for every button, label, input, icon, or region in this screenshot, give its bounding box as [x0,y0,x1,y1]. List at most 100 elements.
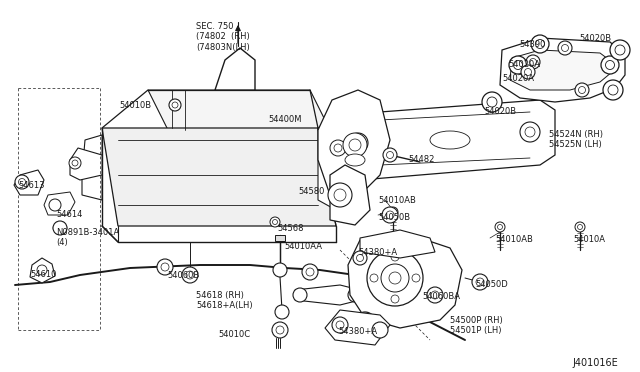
Circle shape [509,56,527,74]
Circle shape [272,322,288,338]
Polygon shape [14,170,44,195]
Circle shape [367,250,423,306]
Polygon shape [82,135,102,200]
Text: SEC. 750
(74802  (RH)
(74803N(LH): SEC. 750 (74802 (RH) (74803N(LH) [196,22,250,52]
Bar [275,235,285,241]
Polygon shape [70,148,102,180]
Circle shape [615,45,625,55]
Circle shape [495,222,505,232]
Circle shape [330,177,346,193]
Polygon shape [215,48,255,90]
Text: 54568: 54568 [277,224,303,233]
Circle shape [561,45,568,51]
Circle shape [391,295,399,303]
Ellipse shape [345,154,365,166]
Circle shape [601,56,619,74]
Circle shape [472,274,488,290]
Text: 54010AB: 54010AB [378,196,416,205]
Circle shape [427,287,443,303]
Polygon shape [348,238,462,328]
Circle shape [69,157,81,169]
Circle shape [353,251,367,265]
Circle shape [343,133,367,157]
Circle shape [334,189,346,201]
Circle shape [360,317,370,327]
Circle shape [525,127,535,137]
Text: 54050B: 54050B [378,213,410,222]
Text: 54614: 54614 [56,210,83,219]
Circle shape [482,92,502,112]
Polygon shape [330,165,370,225]
Circle shape [603,80,623,100]
Circle shape [270,217,280,227]
Text: 54613: 54613 [18,181,45,190]
Text: 54050D: 54050D [475,280,508,289]
Polygon shape [340,100,555,180]
Circle shape [169,99,181,111]
Text: 54060B: 54060B [167,271,199,280]
Circle shape [575,83,589,97]
Circle shape [513,61,522,70]
Circle shape [387,151,394,158]
Circle shape [525,68,531,76]
Circle shape [577,224,582,230]
Polygon shape [30,258,55,283]
Polygon shape [44,192,75,215]
Text: 54618 (RH)
54618+A(LH): 54618 (RH) 54618+A(LH) [196,291,253,310]
Circle shape [330,140,346,156]
Circle shape [72,160,78,166]
Polygon shape [360,230,435,258]
Text: 54010C: 54010C [218,330,250,339]
Circle shape [356,254,364,262]
Circle shape [306,268,314,276]
Circle shape [391,253,399,261]
Polygon shape [318,115,355,210]
Circle shape [49,199,61,211]
Polygon shape [510,50,612,90]
Text: 54390: 54390 [519,40,545,49]
Circle shape [348,288,362,302]
Polygon shape [148,90,330,130]
Circle shape [15,175,29,189]
Circle shape [157,259,173,275]
Text: 54524N (RH)
54525N (LH): 54524N (RH) 54525N (LH) [549,130,603,150]
Circle shape [334,144,342,152]
Polygon shape [325,310,390,345]
Circle shape [334,181,342,189]
Circle shape [372,322,388,338]
Polygon shape [318,90,390,200]
Circle shape [529,58,536,65]
Text: 54580: 54580 [299,187,325,196]
Text: 54010AA: 54010AA [284,242,322,251]
Text: 54400M: 54400M [268,115,301,124]
Circle shape [558,41,572,55]
Circle shape [386,211,394,219]
Circle shape [186,271,194,279]
Circle shape [526,55,540,69]
Circle shape [389,272,401,284]
Polygon shape [500,38,625,102]
Circle shape [605,61,614,70]
Circle shape [610,40,630,60]
Text: 54020A: 54020A [502,74,534,83]
Circle shape [353,138,363,148]
Circle shape [336,321,344,329]
Text: 54010A: 54010A [573,235,605,244]
Circle shape [497,224,502,230]
Text: 54020A: 54020A [508,60,540,69]
Text: 54610: 54610 [30,270,56,279]
Circle shape [431,291,439,299]
Circle shape [579,87,586,93]
Circle shape [531,35,549,53]
Text: 54380+A: 54380+A [358,248,397,257]
Polygon shape [295,285,360,305]
Circle shape [575,222,585,232]
Ellipse shape [430,131,470,149]
Polygon shape [102,128,336,226]
Circle shape [273,263,287,277]
Circle shape [370,274,378,282]
Circle shape [276,326,284,334]
Circle shape [293,288,307,302]
Text: 54010AB: 54010AB [495,235,533,244]
Circle shape [412,274,420,282]
